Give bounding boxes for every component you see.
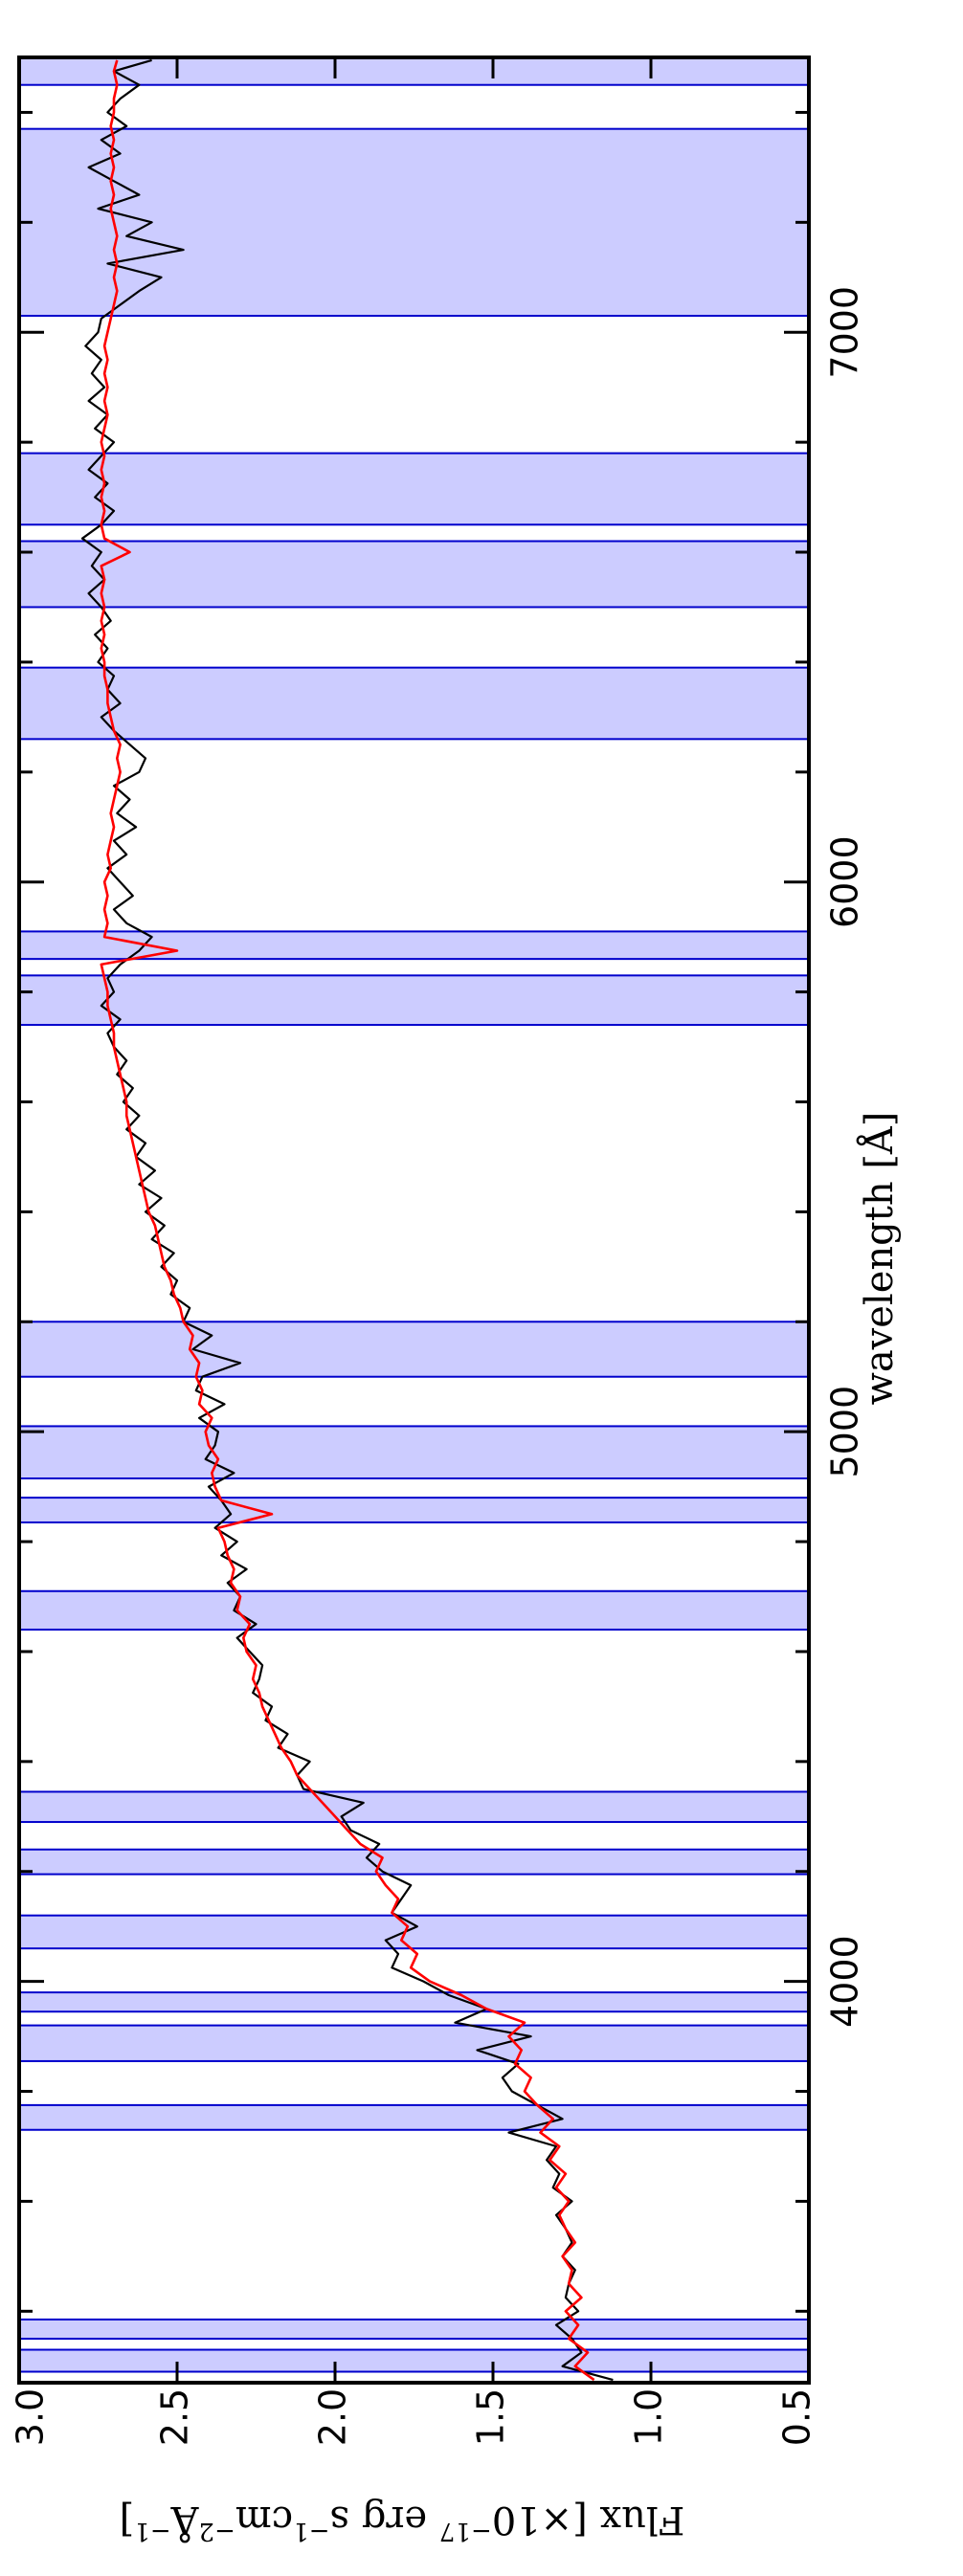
x-tick-label-4000: 4000 [824,1935,866,2028]
y-axis-label-exp3: −2 [198,2517,235,2545]
masked-region-18 [18,56,810,86]
tick-labels: 4000 5000 6000 7000 0.5 1.0 1.5 2.0 2.5 3.0 [10,286,866,2446]
y-tick-label-0: 0.5 [776,2388,818,2446]
y-axis-label-post: ] [120,2498,135,2542]
x-tick-label-6000: 6000 [824,835,866,928]
y-axis-label-mid3: Å [169,2498,199,2543]
masked-region-4 [18,1991,810,2013]
observed-spectrum-line [80,58,614,2382]
masked-region-13 [18,930,810,961]
y-axis-label-mid2: cm [235,2498,293,2542]
plot-frame [17,56,811,2385]
masked-region-0 [18,2348,810,2373]
y-axis-label-pre: Flux [×10 [492,2498,685,2542]
masked-region-8 [18,1589,810,1631]
x-tick-label-7000: 7000 [824,286,866,379]
y-axis-label-exp1: −17 [439,2517,492,2545]
masked-regions [18,56,810,2373]
masked-region-11 [18,1321,810,1378]
y-axis-label-exp4: −1 [134,2517,170,2545]
y-tick-label-2: 1.5 [470,2388,512,2446]
y-axis-label: Flux [×10−17 erg s−1cm−2Å−1] [120,2498,685,2545]
model-spectrum-line [100,59,595,2382]
masked-region-12 [18,974,810,1027]
series-layer [80,58,614,2382]
masked-region-6 [18,1848,810,1876]
masked-region-1 [18,2318,810,2341]
masked-region-10 [18,1425,810,1480]
y-tick-label-4: 2.5 [154,2388,196,2446]
masked-region-7 [18,1790,810,1824]
y-tick-label-1: 1.0 [628,2388,670,2446]
masked-region-15 [18,540,810,609]
y-tick-label-3: 2.0 [312,2388,354,2446]
y-axis-label-exp2: −1 [293,2517,329,2545]
masked-region-14 [18,666,810,741]
masked-region-5 [18,1914,810,1950]
masked-region-16 [18,452,810,526]
y-tick-label-5: 3.0 [10,2388,52,2446]
x-axis-label: wavelength [Å] [857,1112,902,1406]
masked-region-2 [18,2103,810,2131]
axis-ticks [17,57,811,2383]
x-tick-label-5000: 5000 [824,1386,866,1478]
masked-region-9 [18,1497,810,1523]
masked-region-3 [18,2024,810,2062]
masked-region-17 [18,127,810,317]
y-axis-label-mid: erg s [329,2498,438,2542]
